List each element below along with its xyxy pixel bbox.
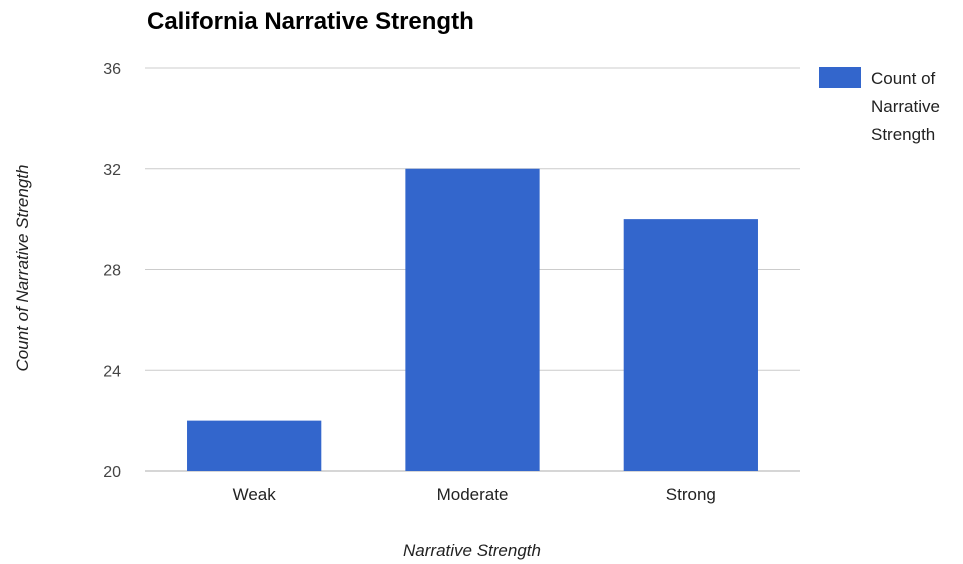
x-tick-label: Strong <box>666 485 716 504</box>
bars <box>187 168 758 471</box>
legend: Count of Narrative Strength <box>819 67 945 144</box>
bar-strong <box>623 219 758 471</box>
x-tick-labels: Weak Moderate Strong <box>233 485 716 504</box>
y-tick-label: 28 <box>103 263 121 280</box>
chart-title: California Narrative Strength <box>147 8 474 35</box>
y-tick-label: 24 <box>103 363 121 380</box>
legend-swatch <box>819 67 861 88</box>
x-axis-title: Narrative Strength <box>403 541 541 560</box>
legend-label-line-1: Count of <box>871 69 936 88</box>
legend-label: Count of Narrative Strength <box>871 69 945 144</box>
legend-label-line-3: Strength <box>871 125 935 144</box>
x-tick-label: Moderate <box>437 485 509 504</box>
legend-label-line-2: Narrative <box>871 97 940 116</box>
y-tick-label: 20 <box>103 464 121 481</box>
y-tick-label: 32 <box>103 162 121 179</box>
x-tick-label: Weak <box>233 485 277 504</box>
bar-moderate <box>405 168 540 471</box>
y-axis-title: Count of Narrative Strength <box>13 165 32 372</box>
y-tick-labels: 20 24 28 32 36 <box>103 61 121 481</box>
bar-weak <box>187 420 322 471</box>
y-tick-label: 36 <box>103 61 121 78</box>
